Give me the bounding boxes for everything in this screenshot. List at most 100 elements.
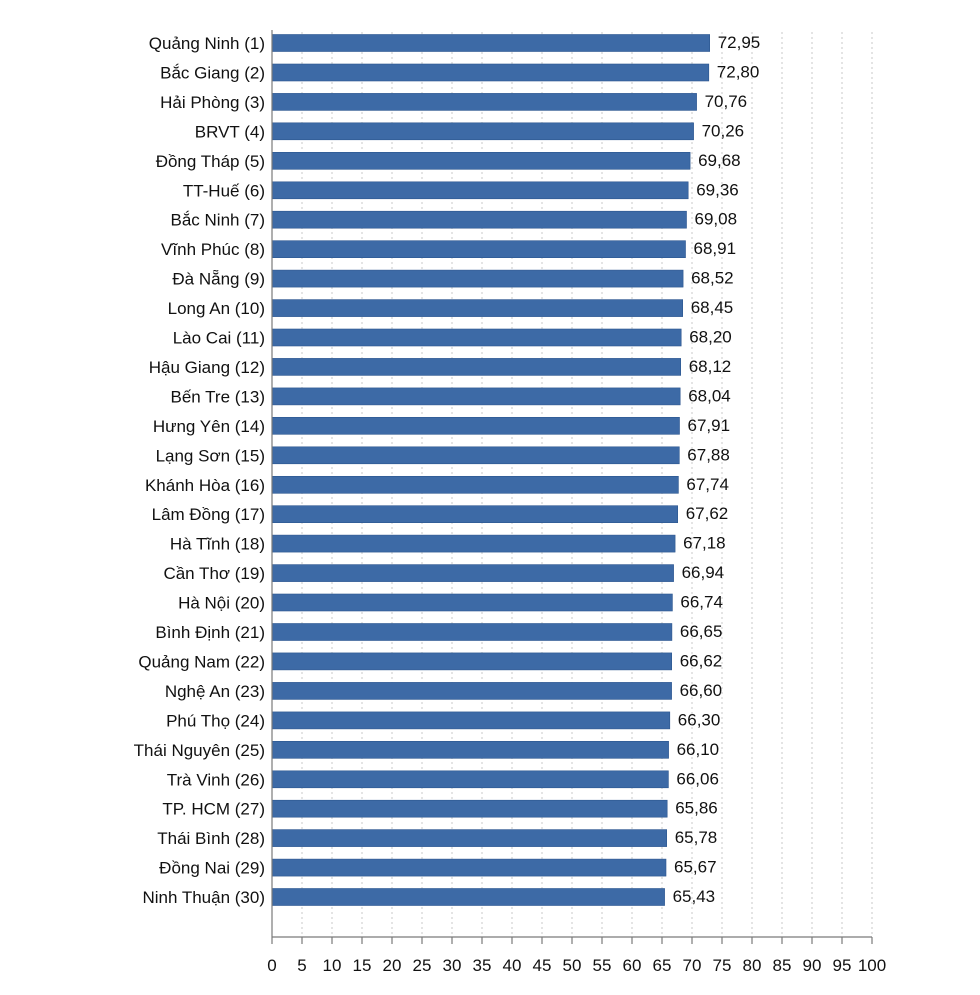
bar (271, 269, 684, 288)
category-label: Bến Tre (13) (171, 387, 266, 406)
x-tick-label: 75 (713, 956, 732, 975)
bar (271, 475, 679, 494)
value-label: 68,12 (689, 357, 732, 376)
bar (271, 93, 697, 111)
x-axis: 0 5 10 15 20 25 30 35 40 45 50 55 60 65 70 75 80 85 90 95 10… (267, 30, 886, 975)
value-label: 67,18 (683, 534, 726, 553)
x-tick-label: 40 (503, 956, 522, 975)
category-label: Đà Nẵng (9) (172, 270, 265, 289)
x-tick-label: 25 (413, 956, 432, 975)
x-tick-label: 45 (533, 956, 552, 975)
value-label: 66,06 (676, 769, 719, 788)
x-tick-label: 85 (773, 956, 792, 975)
value-label: 72,95 (718, 33, 761, 52)
x-tick-label: 60 (623, 956, 642, 975)
category-label: Phú Thọ (24) (166, 711, 265, 730)
value-label: 70,76 (705, 92, 748, 111)
bar (271, 328, 682, 347)
x-tick-label: 95 (833, 956, 852, 975)
category-label: TP. HCM (27) (162, 800, 265, 819)
value-label: 66,94 (682, 563, 725, 582)
value-label: 66,60 (680, 681, 723, 700)
x-tick-label: 100 (858, 956, 886, 975)
x-tick-label: 15 (353, 956, 372, 975)
category-label: Quảng Ninh (1) (149, 34, 265, 53)
value-label: 70,26 (702, 121, 745, 140)
category-label: Bắc Giang (2) (160, 64, 265, 83)
bar (271, 416, 680, 435)
category-label: Cần Thơ (19) (163, 564, 265, 583)
value-label: 69,36 (696, 180, 739, 199)
bar (271, 122, 694, 141)
value-label: 69,68 (698, 151, 741, 170)
category-label: Đồng Nai (29) (159, 859, 265, 878)
value-label: 68,91 (694, 239, 737, 258)
value-label: 67,62 (686, 504, 729, 523)
value-label: 66,10 (677, 740, 720, 759)
value-label: 67,88 (687, 445, 730, 464)
category-label: Trà Vinh (26) (167, 770, 265, 789)
value-label: 66,30 (678, 710, 721, 729)
bar (271, 210, 687, 229)
category-label: Khánh Hòa (16) (145, 476, 265, 495)
bar (271, 387, 681, 406)
x-tick-label: 5 (297, 956, 306, 975)
bar (271, 652, 673, 671)
category-label: TT-Huế (6) (183, 181, 265, 200)
bar (271, 240, 686, 258)
category-label: Ninh Thuận (30) (142, 888, 265, 907)
x-tick-label: 20 (383, 956, 402, 975)
bar (271, 770, 669, 789)
category-label: Nghệ An (23) (165, 682, 265, 701)
value-label: 65,43 (673, 887, 716, 906)
x-tick-label: 0 (267, 956, 276, 975)
x-tick-label: 35 (473, 956, 492, 975)
bar (271, 358, 682, 376)
value-label: 65,67 (674, 858, 717, 877)
bar (271, 888, 665, 906)
value-label: 69,08 (695, 210, 738, 229)
bar (271, 593, 673, 612)
category-label: Hải Phòng (3) (160, 93, 265, 112)
category-label: Thái Bình (28) (157, 829, 265, 848)
x-tick-label: 70 (683, 956, 702, 975)
category-label: Hà Nội (20) (178, 594, 265, 613)
x-tick-label: 50 (563, 956, 582, 975)
value-label: 72,80 (717, 63, 760, 82)
value-label: 68,52 (691, 269, 734, 288)
bar (271, 682, 672, 700)
category-label: Vĩnh Phúc (8) (161, 240, 265, 259)
bar (271, 829, 668, 847)
bar (271, 740, 669, 759)
category-label: Lào Cai (11) (173, 329, 265, 348)
value-label: 66,65 (680, 622, 723, 641)
bar (271, 446, 680, 465)
value-label: 65,78 (675, 828, 718, 847)
bar (271, 34, 711, 52)
category-label: Hưng Yên (14) (153, 417, 265, 436)
x-tick-label: 55 (593, 956, 612, 975)
value-label: 66,62 (680, 651, 723, 670)
x-tick-label: 90 (803, 956, 822, 975)
bar (271, 299, 684, 317)
category-label: Đồng Tháp (5) (156, 152, 265, 171)
value-label: 68,45 (691, 298, 734, 317)
category-label: Quảng Nam (22) (138, 652, 265, 671)
x-tick-label: 30 (443, 956, 462, 975)
value-label: 68,20 (689, 328, 732, 347)
category-label: Lạng Sơn (15) (156, 446, 265, 465)
bar (271, 181, 689, 200)
bar (271, 534, 676, 553)
value-label: 65,86 (675, 799, 718, 818)
bar (271, 505, 679, 524)
category-label: Hậu Giang (12) (149, 358, 265, 377)
category-label: Lâm Đồng (17) (152, 505, 265, 524)
x-tick-label: 65 (653, 956, 672, 975)
value-label: 67,74 (686, 475, 729, 494)
category-label: Thái Nguyên (25) (134, 741, 265, 760)
bar (271, 858, 667, 877)
bar (271, 799, 668, 818)
value-label: 66,74 (680, 593, 723, 612)
